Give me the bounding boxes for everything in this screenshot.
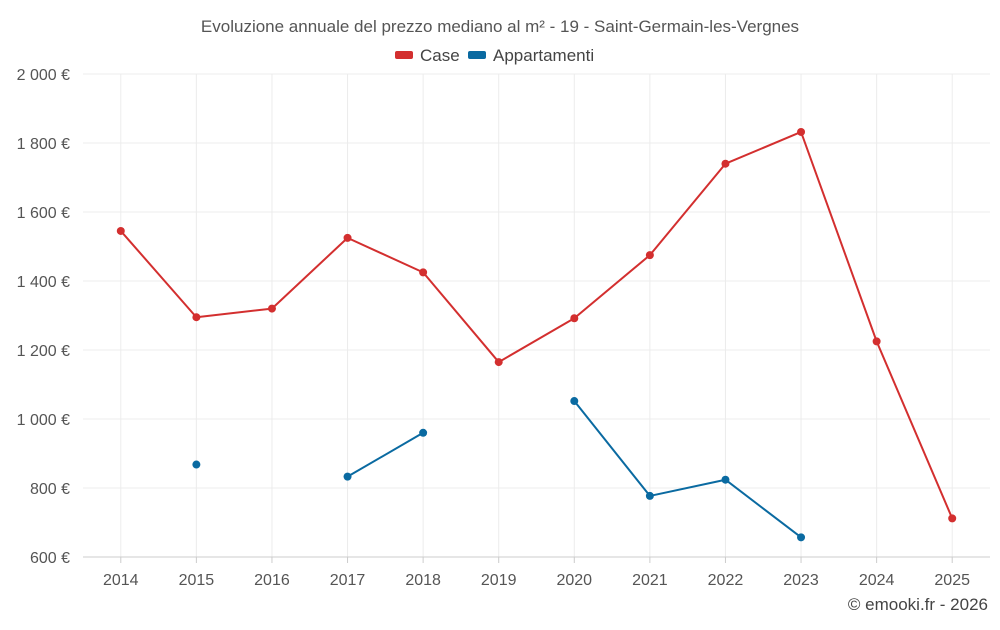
data-point-case-2015[interactable]	[192, 313, 201, 322]
data-point-case-2014[interactable]	[116, 226, 125, 235]
x-tick-label: 2016	[254, 572, 290, 589]
data-point-case-2024[interactable]	[872, 337, 881, 346]
credit-text: © emooki.fr - 2026	[848, 595, 988, 614]
legend-swatch-appartamenti	[468, 51, 486, 59]
data-point-appartamenti-2022[interactable]	[721, 475, 730, 484]
data-point-appartamenti-2018[interactable]	[419, 428, 428, 437]
legend-item-appartamenti[interactable]: Appartamenti	[468, 46, 594, 65]
data-point-case-2018[interactable]	[419, 268, 428, 277]
legend-swatch-case	[395, 51, 413, 59]
x-tick-label: 2015	[179, 572, 215, 589]
data-point-appartamenti-2020[interactable]	[570, 397, 579, 406]
data-point-case-2022[interactable]	[721, 159, 730, 168]
series-line-appartamenti	[347, 431, 424, 478]
y-tick-label: 1 800 €	[17, 136, 70, 153]
data-point-case-2020[interactable]	[570, 314, 579, 323]
series-appartamenti	[192, 397, 806, 542]
x-tick-label: 2021	[632, 572, 668, 589]
y-tick-label: 1 000 €	[17, 412, 70, 429]
x-tick-label: 2019	[481, 572, 517, 589]
x-tick-label: 2017	[330, 572, 366, 589]
data-point-appartamenti-2017[interactable]	[343, 472, 352, 481]
legend-label-case: Case	[420, 46, 460, 65]
legend: Case Appartamenti	[395, 46, 594, 65]
x-tick-label: 2023	[783, 572, 819, 589]
y-tick-label: 600 €	[30, 550, 70, 567]
series-line-case	[120, 130, 954, 519]
x-tick-label: 2018	[405, 572, 441, 589]
data-point-case-2019[interactable]	[494, 358, 503, 367]
x-tick-label: 2014	[103, 572, 139, 589]
series-line-appartamenti	[573, 400, 802, 539]
series-case	[116, 127, 957, 523]
grid	[83, 73, 990, 558]
y-tick-label: 1 600 €	[17, 205, 70, 222]
x-tick-label: 2020	[556, 572, 592, 589]
data-point-case-2021[interactable]	[645, 251, 654, 260]
data-point-case-2025[interactable]	[948, 514, 957, 523]
data-point-case-2016[interactable]	[267, 304, 276, 313]
legend-label-appartamenti: Appartamenti	[493, 46, 594, 65]
x-tick-label: 2024	[859, 572, 895, 589]
data-point-appartamenti-2023[interactable]	[797, 533, 806, 542]
y-tick-label: 1 400 €	[17, 274, 70, 291]
y-tick-label: 2 000 €	[17, 67, 70, 84]
series	[116, 127, 957, 542]
axes: 600 € 800 € 1 000 € 1 200 € 1 400 € 1 600 € 1 …	[17, 67, 990, 589]
data-point-case-2017[interactable]	[343, 233, 352, 242]
legend-item-case[interactable]: Case	[395, 46, 460, 65]
y-tick-label: 800 €	[30, 481, 70, 498]
data-point-appartamenti-2021[interactable]	[645, 491, 654, 500]
data-point-appartamenti-2015[interactable]	[192, 460, 201, 469]
data-point-case-2023[interactable]	[797, 127, 806, 136]
x-tick-label: 2025	[934, 572, 970, 589]
y-tick-label: 1 200 €	[17, 343, 70, 360]
chart-title: Evoluzione annuale del prezzo mediano al…	[201, 17, 799, 36]
x-tick-label: 2022	[708, 572, 744, 589]
